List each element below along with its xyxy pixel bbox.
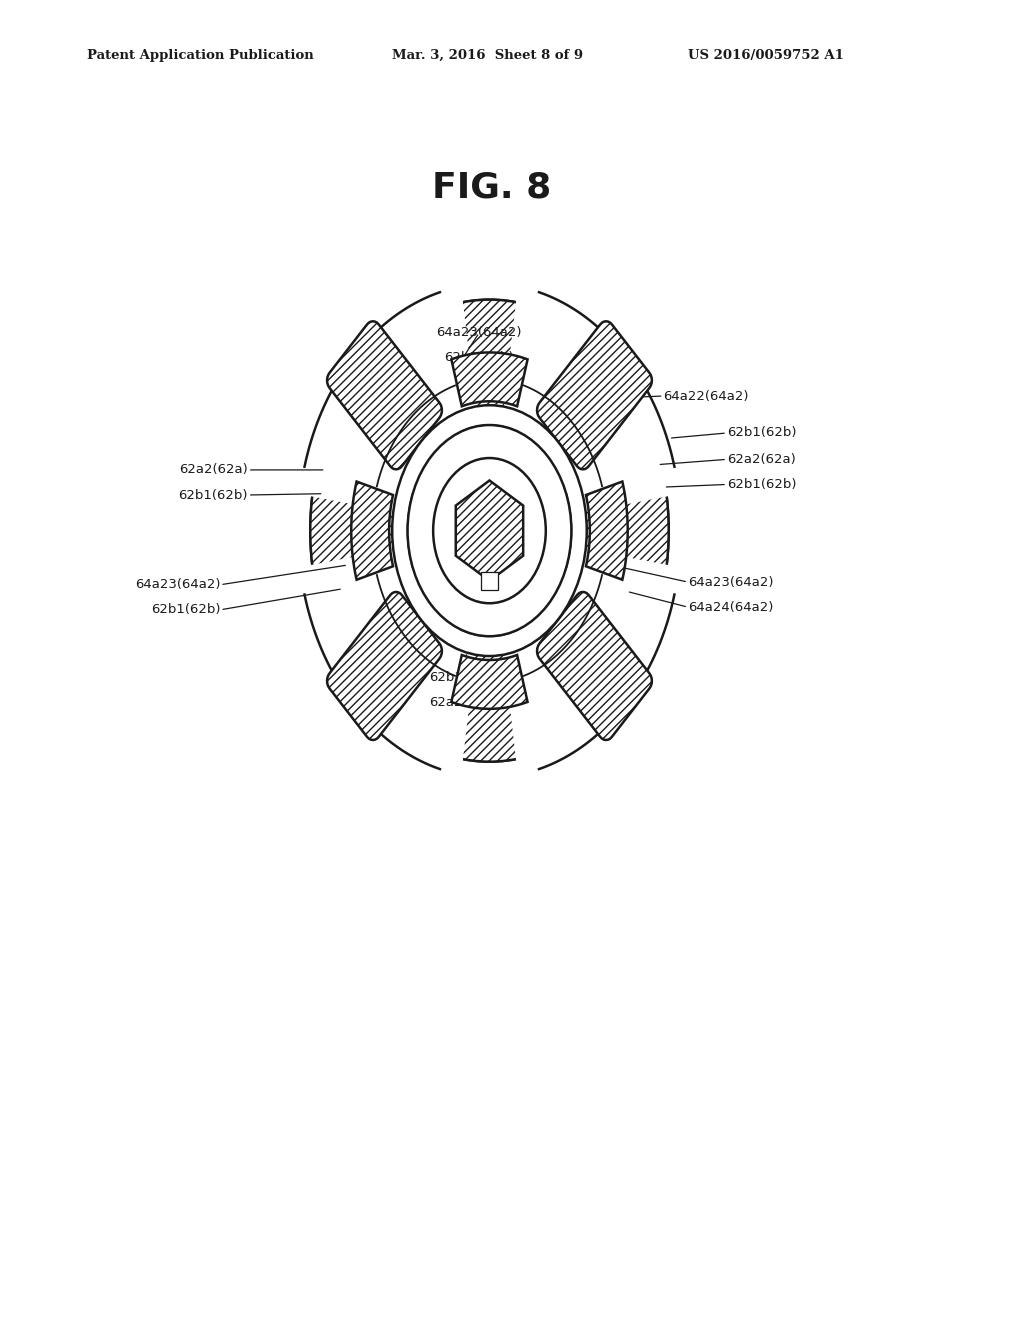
Text: 62b1(62b): 62b1(62b) [429, 671, 499, 684]
Polygon shape [452, 352, 527, 407]
Text: 62b1(62b): 62b1(62b) [444, 351, 514, 364]
Text: 62b1(62b): 62b1(62b) [727, 426, 797, 440]
Circle shape [392, 405, 587, 656]
Text: 62b1(62b): 62b1(62b) [727, 478, 797, 491]
Polygon shape [565, 549, 672, 672]
Polygon shape [327, 321, 442, 470]
Text: 64a24(64a2): 64a24(64a2) [688, 601, 773, 614]
Circle shape [408, 425, 571, 636]
Text: 64a1: 64a1 [337, 385, 371, 399]
Polygon shape [456, 480, 523, 581]
Polygon shape [504, 628, 599, 766]
Text: 62a2(62a): 62a2(62a) [727, 453, 796, 466]
Text: Mar. 3, 2016  Sheet 8 of 9: Mar. 3, 2016 Sheet 8 of 9 [392, 49, 584, 62]
Polygon shape [351, 482, 393, 579]
Circle shape [433, 458, 546, 603]
Circle shape [310, 300, 669, 762]
Text: 62a2(62a): 62a2(62a) [429, 696, 499, 709]
Polygon shape [380, 628, 475, 766]
Text: FIG. 8: FIG. 8 [432, 170, 551, 205]
Polygon shape [380, 296, 475, 433]
Text: 64a22(64a2): 64a22(64a2) [664, 389, 749, 403]
Polygon shape [452, 655, 527, 709]
Text: 62b1(62b): 62b1(62b) [178, 488, 248, 502]
Text: 64a23(64a2): 64a23(64a2) [436, 326, 522, 339]
FancyBboxPatch shape [481, 572, 498, 590]
Polygon shape [327, 591, 442, 741]
Text: US 2016/0059752 A1: US 2016/0059752 A1 [688, 49, 844, 62]
Polygon shape [565, 389, 672, 512]
Polygon shape [586, 482, 628, 579]
Text: 64a23(64a2): 64a23(64a2) [135, 578, 220, 591]
Polygon shape [537, 591, 652, 741]
Polygon shape [307, 389, 414, 512]
Polygon shape [307, 549, 414, 672]
Text: Patent Application Publication: Patent Application Publication [87, 49, 313, 62]
Circle shape [310, 300, 669, 762]
Polygon shape [504, 296, 599, 433]
Text: 64a23(64a2): 64a23(64a2) [688, 576, 773, 589]
Text: 62b1(62b): 62b1(62b) [151, 603, 220, 616]
Text: 62a2(62a): 62a2(62a) [179, 463, 248, 477]
Polygon shape [537, 321, 652, 470]
